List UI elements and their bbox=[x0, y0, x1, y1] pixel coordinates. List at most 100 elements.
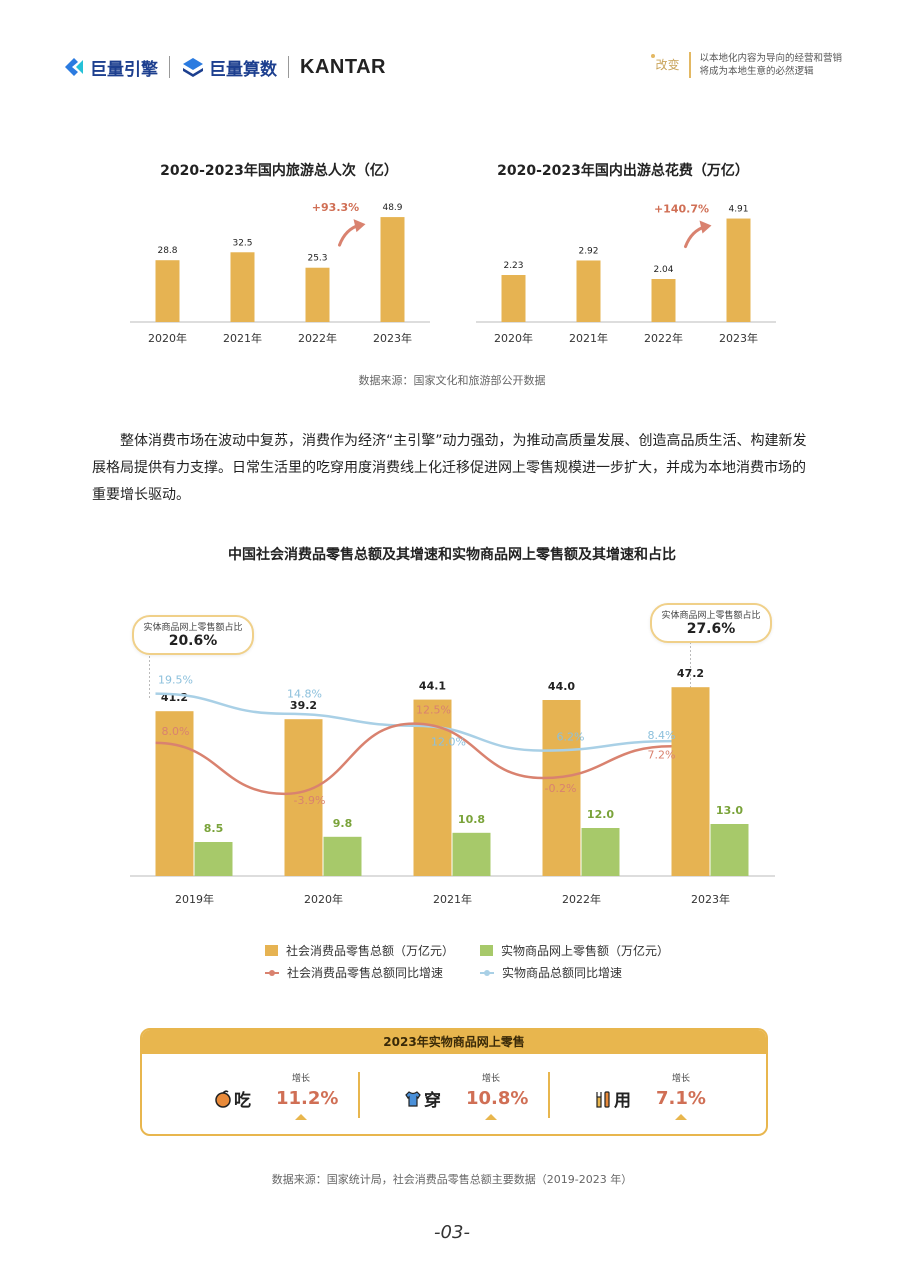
chart2-value-label: 4.91 bbox=[728, 205, 748, 215]
retail-growth-line bbox=[155, 722, 672, 796]
chart2-title: 2020-2023年国内出游总花费（万亿） bbox=[497, 163, 749, 179]
chart1-tick-label: 2022年 bbox=[298, 331, 337, 345]
triangle-marker bbox=[675, 1114, 687, 1120]
retail-growth-label: 8.0% bbox=[162, 725, 190, 738]
online-retail-label: 10.8 bbox=[458, 813, 485, 826]
online-growth-line bbox=[155, 692, 672, 752]
chart2-tick-label: 2022年 bbox=[644, 331, 683, 345]
chart1-bar bbox=[305, 267, 330, 322]
chart1-value-label: 32.5 bbox=[232, 238, 252, 248]
panel-title: 2023年实物商品网上零售 bbox=[142, 1030, 766, 1054]
bubble-label: 实体商品网上零售额占比 bbox=[661, 611, 761, 621]
panel-item-label: 吃 bbox=[214, 1086, 251, 1111]
chart2-tick-label: 2023年 bbox=[719, 331, 758, 345]
retail-total-bar bbox=[671, 687, 710, 876]
online-retail-bar bbox=[710, 824, 749, 876]
retail-growth-label: 12.5% bbox=[416, 704, 451, 717]
chart2-tick-label: 2020年 bbox=[494, 331, 533, 345]
chart1-value-label: 48.9 bbox=[382, 203, 402, 213]
chart3-tick-label: 2023年 bbox=[691, 892, 730, 906]
chart1-tick-label: 2023年 bbox=[373, 331, 412, 345]
chart1-tick-label: 2020年 bbox=[148, 331, 187, 345]
chart3-title: 中国社会消费品零售总额及其增速和实物商品网上零售额及其增速和占比 bbox=[228, 547, 676, 563]
chart1-tick-label: 2021年 bbox=[223, 331, 262, 345]
chart3-tick-label: 2019年 bbox=[175, 892, 214, 906]
retail-total-label: 39.2 bbox=[290, 699, 317, 712]
online-retail-bar bbox=[194, 842, 233, 876]
legend-swatch bbox=[480, 945, 493, 956]
item-label-text: 穿 bbox=[424, 1091, 441, 1111]
chart2-bar bbox=[726, 218, 751, 322]
chart1-arrow-head bbox=[353, 219, 366, 233]
chart3-svg: 41.28.52019年39.29.82020年44.110.82021年44.… bbox=[130, 642, 775, 906]
orange-icon bbox=[215, 1089, 231, 1108]
share-bubble-2019: 实体商品网上零售额占比 20.6% bbox=[132, 615, 254, 655]
chart3-tick-label: 2021年 bbox=[433, 892, 472, 906]
chart2-svg: 2.23 2020年 2.92 2021年 2.04 2022年 4.91 2023年 +140… bbox=[476, 203, 776, 345]
retail-total-bar bbox=[542, 700, 581, 876]
legend-swatch bbox=[265, 969, 279, 976]
online-retail-bar bbox=[323, 836, 362, 876]
source-note-2: 数据来源：国家统计局，社会消费品零售总额主要数据（2019-2023 年） bbox=[271, 1173, 633, 1186]
tshirt-icon bbox=[405, 1090, 421, 1107]
online-growth-label: 12.0% bbox=[431, 736, 466, 749]
online-retail-label: 12.0 bbox=[587, 808, 614, 821]
online-retail-label: 13.0 bbox=[716, 804, 743, 817]
legend-label: 实物商品总额同比增速 bbox=[502, 966, 623, 980]
online-growth-label: 8.4% bbox=[648, 729, 676, 742]
chart1-bar bbox=[230, 252, 255, 322]
layers-icon bbox=[183, 58, 203, 77]
tagline-line1: 以本地化内容为导向的经营和营销 bbox=[699, 53, 842, 64]
online-growth-label: 19.5% bbox=[158, 674, 193, 687]
retail-total-label: 44.1 bbox=[419, 680, 446, 693]
retail-growth-label: -0.2% bbox=[545, 782, 577, 795]
chart2-value-label: 2.23 bbox=[503, 261, 523, 271]
retail-total-label: 44.0 bbox=[548, 680, 575, 693]
tools-icon bbox=[596, 1090, 610, 1108]
legend-swatch bbox=[480, 969, 494, 976]
panel-divider bbox=[358, 1072, 360, 1118]
item-label-text: 用 bbox=[614, 1091, 631, 1111]
logo-divider bbox=[288, 56, 289, 78]
retail-growth-label: 7.2% bbox=[648, 748, 676, 761]
retail-total-bar bbox=[284, 719, 323, 876]
page-number: -03- bbox=[434, 1222, 470, 1243]
chart1-svg: 28.8 2020年 32.5 2021年 25.3 2022年 48.9 2023年 +93.… bbox=[130, 201, 430, 345]
panel-divider bbox=[548, 1072, 550, 1118]
legend-label: 社会消费品零售总额同比增速 bbox=[287, 966, 444, 980]
chart1-growth-label: +93.3% bbox=[312, 201, 359, 214]
panel-item-wear: 穿 增长 10.8% bbox=[342, 1068, 548, 1124]
header-tag: 改变 bbox=[651, 52, 692, 78]
ocean-suan-logo: 巨量算数 bbox=[181, 55, 277, 80]
chart3-tick-label: 2022年 bbox=[562, 892, 601, 906]
chart2-bar bbox=[501, 275, 526, 322]
growth-value: 10.8% bbox=[466, 1088, 529, 1109]
online-growth-label: 14.8% bbox=[287, 688, 322, 701]
legend-label: 实物商品网上零售额（万亿元） bbox=[501, 944, 670, 958]
logo2-text: 巨量算数 bbox=[209, 59, 277, 80]
chart1-title: 2020-2023年国内旅游总人次（亿） bbox=[160, 163, 398, 179]
growth-caption: 增长 bbox=[482, 1074, 501, 1084]
retail-growth-label: -3.9% bbox=[294, 794, 326, 807]
retail-total-label: 47.2 bbox=[677, 667, 704, 680]
online-growth-label: 6.2% bbox=[557, 731, 585, 744]
online-retail-label: 9.8 bbox=[333, 817, 353, 830]
chart2-tick-label: 2021年 bbox=[569, 331, 608, 345]
chart2-bar bbox=[576, 260, 601, 322]
logo1-text: 巨量引擎 bbox=[90, 59, 158, 80]
bubble-value: 27.6% bbox=[686, 621, 736, 637]
chart2-arrow-head bbox=[699, 220, 712, 234]
growth-value: 7.1% bbox=[656, 1088, 706, 1109]
tagline-line2: 将成为本地生意的必然逻辑 bbox=[699, 66, 814, 77]
share-bubble-2023: 实体商品网上零售额占比 27.6% bbox=[650, 603, 772, 643]
header-logos: 巨量引擎 巨量算数 KANTAR bbox=[62, 52, 386, 82]
header-tagline: 以本地化内容为导向的经营和营销 将成为本地生意的必然逻辑 bbox=[699, 52, 842, 78]
chart2-value-label: 2.92 bbox=[578, 246, 598, 256]
legend-bar1: 社会消费品零售总额（万亿元） bbox=[265, 942, 454, 959]
kantar-logo: KANTAR bbox=[300, 55, 386, 78]
chart1-bar bbox=[155, 260, 180, 322]
growth-caption: 增长 bbox=[672, 1074, 691, 1084]
chart1-value-label: 25.3 bbox=[307, 254, 327, 264]
legend-label: 社会消费品零售总额（万亿元） bbox=[286, 944, 455, 958]
chart1-bar bbox=[380, 217, 405, 322]
